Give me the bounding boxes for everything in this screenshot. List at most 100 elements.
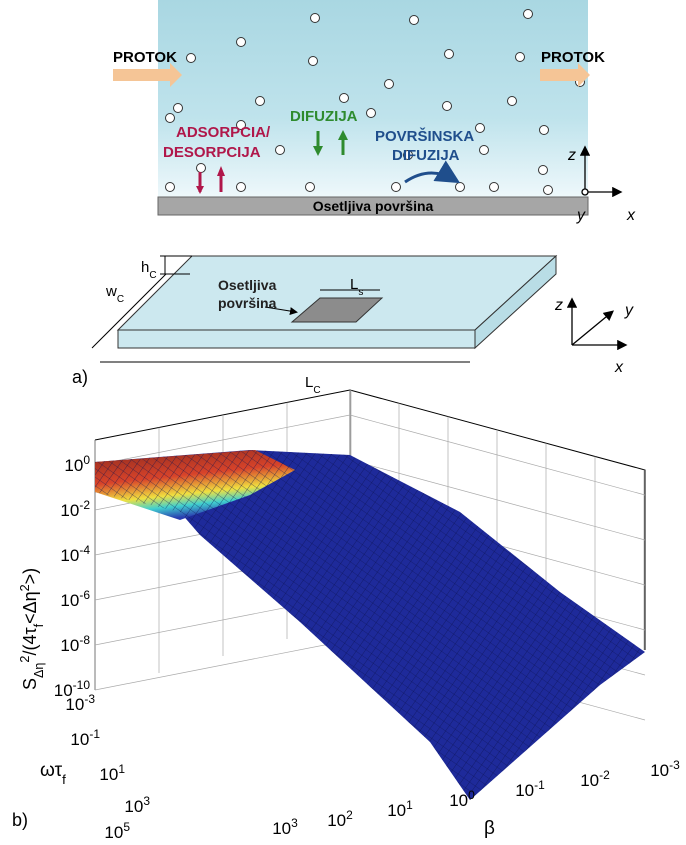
tick-base: 10 xyxy=(515,781,534,800)
z-tick-label: 10-10 xyxy=(54,678,91,700)
particle xyxy=(366,108,376,118)
tick-base: 10 xyxy=(64,456,83,475)
tick-exp: -2 xyxy=(599,768,610,782)
tick-base: 10 xyxy=(54,681,73,700)
b-tick-label: 101 xyxy=(387,798,413,820)
tick-base: 10 xyxy=(99,765,118,784)
sdiff-label: POVRŠINSKA xyxy=(375,127,474,145)
particle xyxy=(384,79,394,89)
diff-label: DIFUZIJA xyxy=(290,108,358,125)
z-label: SΔη2/(4τf<Δη2>) xyxy=(18,568,46,690)
b-tick-label: 102 xyxy=(327,808,353,830)
tick-base: 10 xyxy=(650,761,669,780)
label-part: 2 xyxy=(18,656,32,663)
particle xyxy=(538,165,548,175)
axis-x: x xyxy=(614,359,624,376)
panel-b: b) xyxy=(12,810,28,830)
label-part: L xyxy=(350,276,358,293)
particle xyxy=(543,185,553,195)
flow-arrow xyxy=(113,63,182,87)
particle xyxy=(255,96,265,106)
tick-exp: 1 xyxy=(406,798,413,812)
tick-base: 10 xyxy=(60,636,79,655)
particle xyxy=(515,52,525,62)
surface-mesh xyxy=(95,450,645,800)
b-tick-label: 103 xyxy=(272,816,298,838)
tick-base: 10 xyxy=(60,546,79,565)
tick-base: 10 xyxy=(449,791,468,810)
particles xyxy=(165,9,585,195)
particle xyxy=(236,120,246,130)
w-tick-label: 101 xyxy=(99,762,125,784)
tick-exp: -6 xyxy=(79,588,90,602)
z-tick-label: 100 xyxy=(64,453,90,475)
label-part: >) xyxy=(20,568,40,585)
particle xyxy=(489,182,499,192)
label-part: f xyxy=(62,772,66,787)
particle xyxy=(236,182,246,192)
tick-exp: -3 xyxy=(669,758,680,772)
tick-base: 10 xyxy=(327,811,346,830)
label-part: L xyxy=(305,374,313,391)
label-part: Δη xyxy=(32,663,46,678)
tick-exp: -2 xyxy=(79,498,90,512)
z-tick-label: 10-8 xyxy=(60,633,90,655)
axis-x: x xyxy=(626,207,636,224)
flow-arrow xyxy=(540,63,590,87)
tick-base: 10 xyxy=(104,823,123,840)
tick-base: 10 xyxy=(65,695,84,714)
particle xyxy=(308,56,318,66)
particle xyxy=(539,125,549,135)
particle xyxy=(442,101,452,111)
tick-exp: 1 xyxy=(118,762,125,776)
surface-bar xyxy=(157,196,589,216)
arrows xyxy=(196,130,461,194)
label-part: /(4τ xyxy=(20,627,40,655)
tick-exp: 3 xyxy=(291,816,298,830)
axes-top xyxy=(579,145,623,198)
particle xyxy=(455,182,465,192)
particle xyxy=(507,96,517,106)
tick-base: 10 xyxy=(580,771,599,790)
particle xyxy=(479,145,489,155)
ads-label: DESORPCIJA xyxy=(163,144,261,161)
channel xyxy=(116,254,558,350)
label-part: h xyxy=(141,259,149,276)
b-tick-label: 10-2 xyxy=(580,768,610,790)
particle xyxy=(165,182,175,192)
w-tick-label: 105 xyxy=(104,820,130,840)
axis-z: z xyxy=(567,147,576,164)
tick-exp: 3 xyxy=(143,794,150,808)
label-part: C xyxy=(313,385,320,396)
b-tick-label: 100 xyxy=(449,788,475,810)
tick-exp: -8 xyxy=(79,633,90,647)
particle xyxy=(403,150,413,160)
tick-exp: -10 xyxy=(73,678,91,692)
z-tick-label: 10-4 xyxy=(60,543,90,565)
tick-exp: -4 xyxy=(79,543,90,557)
tick-base: 10 xyxy=(60,591,79,610)
ads-label: ADSORPCIA/ xyxy=(176,124,271,141)
tick-exp: 2 xyxy=(346,808,353,822)
tick-base: 10 xyxy=(124,797,143,816)
b-tick-label: 10-3 xyxy=(650,758,680,780)
sdiff-label: DIFUZIJA xyxy=(392,147,460,164)
label-part: ωτ xyxy=(40,760,63,781)
b-tick-label: 10-1 xyxy=(515,778,545,800)
tick-base: 10 xyxy=(60,501,79,520)
w-tick-label: 103 xyxy=(124,794,150,816)
grid-line xyxy=(94,639,351,691)
particle xyxy=(339,93,349,103)
particle xyxy=(475,123,485,133)
axis-y: y xyxy=(576,207,586,224)
label-part: C xyxy=(149,270,156,281)
dim-label: Ls xyxy=(350,276,363,298)
panel-a: a) xyxy=(72,367,88,387)
fluid xyxy=(158,0,588,197)
axis-z: z xyxy=(554,297,563,314)
w-label: ωτf xyxy=(40,760,66,787)
tick-exp: -1 xyxy=(534,778,545,792)
particle xyxy=(186,53,196,63)
label-part: S xyxy=(20,678,40,690)
